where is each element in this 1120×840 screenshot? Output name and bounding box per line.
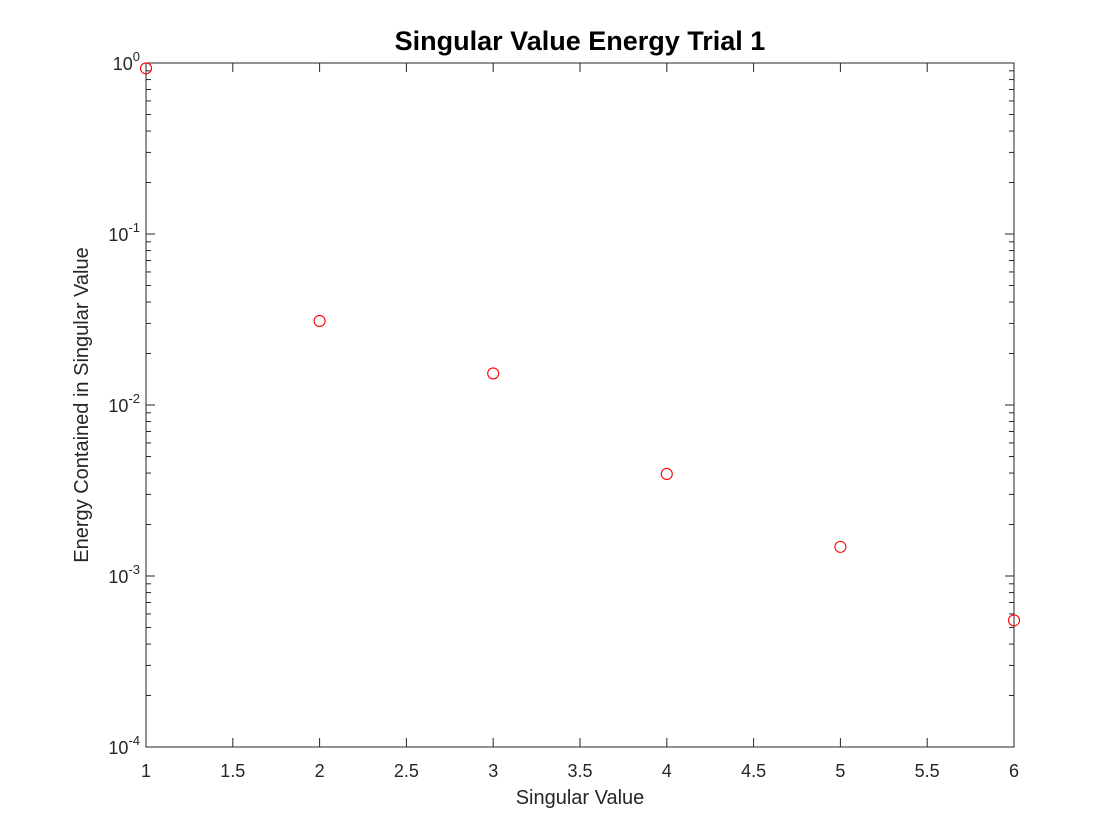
y-tick-label: 10-3 [108,562,140,587]
data-point [660,467,673,481]
x-tick-label: 2.5 [394,761,419,781]
x-tick-label: 1.5 [220,761,245,781]
x-tick-label: 6 [1009,761,1019,781]
x-axis-label: Singular Value [516,787,645,809]
y-tick-label: 10-2 [108,391,140,416]
x-tick-label: 5 [835,761,845,781]
data-point [834,540,847,553]
y-tick-label: 100 [113,49,140,74]
y-tick-label: 10-4 [108,733,140,758]
data-points [139,62,1021,627]
x-tick-label: 1 [141,761,151,781]
x-tick-label: 2 [315,761,325,781]
x-tick-label: 3.5 [567,761,592,781]
minor-ticks [146,70,1014,697]
axes-box [145,62,1015,748]
y-axis-label: Energy Contained in Singular Value [71,247,93,562]
x-tick-labels: 1 1.5 2 2.5 3 3.5 4 4.5 5 5.5 6 [141,761,1019,781]
x-tick-label: 4.5 [741,761,766,781]
chart-title: Singular Value Energy Trial 1 [395,26,766,56]
x-tick-label: 3 [488,761,498,781]
y-tick-labels: 10-4 10-3 10-2 10-1 100 [108,49,140,758]
plot-area [146,63,1014,747]
data-point [139,62,153,75]
data-point [313,314,326,328]
data-point [487,367,500,380]
x-tick-label: 5.5 [915,761,940,781]
y-tick-label: 10-1 [108,220,140,245]
x-tick-label: 4 [662,761,672,781]
data-point [1007,614,1021,627]
